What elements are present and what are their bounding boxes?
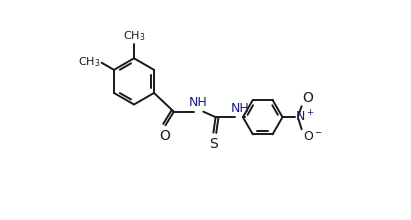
Text: CH$_3$: CH$_3$ bbox=[78, 55, 101, 69]
Text: CH$_3$: CH$_3$ bbox=[123, 29, 145, 43]
Text: O$^-$: O$^-$ bbox=[302, 130, 323, 143]
Text: S: S bbox=[209, 137, 218, 150]
Text: NH: NH bbox=[231, 102, 249, 115]
Text: N$^+$: N$^+$ bbox=[296, 109, 315, 124]
Text: O: O bbox=[159, 129, 171, 143]
Text: O: O bbox=[302, 91, 314, 105]
Text: NH: NH bbox=[189, 96, 208, 110]
